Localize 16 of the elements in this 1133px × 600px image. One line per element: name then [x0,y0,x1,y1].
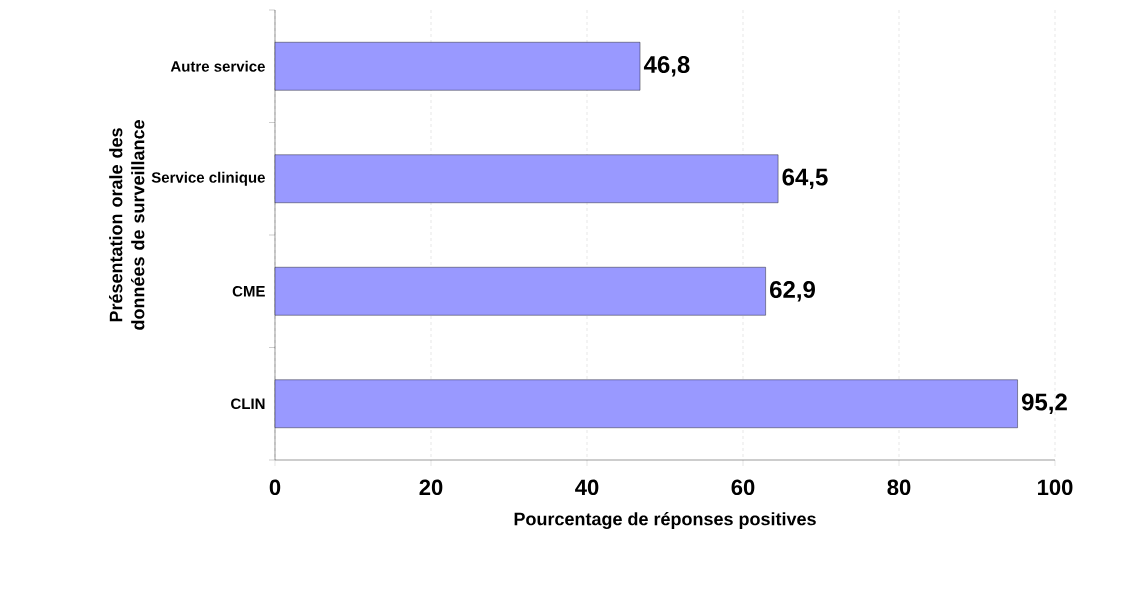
data-label: 46,8 [643,56,690,77]
x-tick-label: 20 [419,479,443,496]
x-tick-label: 40 [575,479,599,496]
data-label: 95,2 [1021,393,1067,414]
y-tick-label: CME [232,285,265,297]
x-tick-label: 80 [887,479,911,496]
x-tick-label: 0 [269,479,281,496]
y-tick-label: Service clinique [151,171,265,186]
data-label: 62,9 [770,281,815,302]
x-tick-label: 60 [731,479,755,496]
y-tick-label: CLIN [231,398,265,410]
y-tick-label: Autre service [170,60,265,72]
x-axis-title: Pourcentage de réponses positives [514,511,816,529]
x-tick-label: 100 [1038,479,1073,496]
data-label: 64,5 [782,168,828,189]
y-axis-title: Présentation orale des données de surveillance [109,120,145,330]
